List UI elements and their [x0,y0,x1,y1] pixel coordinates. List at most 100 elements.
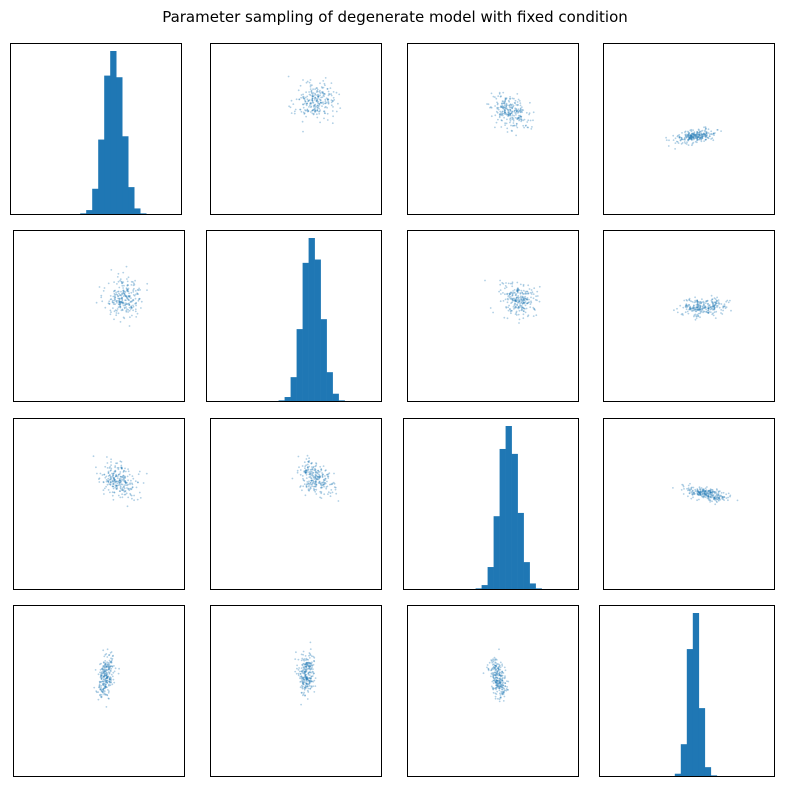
scatter-point [510,309,513,312]
scatter-point [511,110,514,113]
scatter-point [100,690,103,692]
scatter-point [123,487,126,490]
scatter-point [513,97,515,100]
histogram-bar [523,562,530,590]
scatter-point [496,101,498,104]
scatter-point [697,136,700,139]
scatter-point [707,308,710,310]
scatter-point [507,689,509,691]
scatter-point [496,681,499,684]
scatter-point [334,488,337,491]
scatter-point [320,483,322,485]
scatter-point [501,106,504,109]
scatter-point [304,684,307,687]
scatter-point [696,137,698,140]
scatter-point [316,109,319,111]
scatter-point [504,122,506,125]
scatter-point [682,493,685,495]
scatter-point [515,134,517,137]
scatter-point [692,489,694,492]
scatter-point [496,685,499,688]
scatter-point [529,306,532,309]
scatter-point [322,474,324,476]
scatter-point [98,286,101,288]
scatter-point [108,678,111,681]
scatter-point [691,132,694,135]
scatter-point [311,680,313,683]
scatter-point [107,481,110,484]
scatter-point [107,664,109,667]
scatter-point [305,470,308,473]
scatter-point [111,485,114,488]
scatter-point [312,88,314,91]
scatter-point [701,491,704,493]
scatter-point [108,680,110,683]
scatter-point [702,492,704,494]
scatter-point [515,300,518,303]
scatter-point [499,678,501,681]
scatter-point [686,135,689,138]
scatter-point [487,669,490,672]
scatter-point [695,306,698,309]
scatter-point [102,665,105,667]
scatter-point [118,667,120,670]
scatter-point [312,92,315,94]
scatter-point [316,109,319,111]
scatter-point [107,471,110,474]
scatter-point [701,488,704,491]
scatter-point [486,666,488,669]
scatter-point [96,472,98,475]
scatter-point [110,681,112,684]
scatter-point [703,126,705,129]
scatter-point [690,134,692,137]
scatter-point [702,133,705,136]
scatter-point [103,655,106,658]
scatter-point [680,143,683,145]
scatter-point [712,304,714,307]
scatter-point [302,96,304,98]
scatter-point [308,661,311,664]
axes-frame [10,43,182,215]
scatter-point [496,670,499,672]
scatter-point [321,91,324,94]
scatter-point [506,293,508,296]
scatter-point [514,102,517,105]
scatter-point [101,690,104,693]
scatter-point [699,312,702,315]
scatter-point [308,81,311,84]
histogram-bar [314,259,321,402]
scatter-point [704,306,706,309]
scatter-point [319,490,322,493]
scatter-point [314,475,316,478]
scatter-point [304,694,306,697]
scatter-point [320,101,322,104]
scatter-point [513,124,516,127]
scatter-point [314,96,317,99]
scatter-point [494,695,497,698]
scatter-point [311,661,313,664]
scatter-point [518,306,520,309]
scatter-point [102,680,105,683]
scatter-point [108,680,111,683]
scatter-point [696,305,699,307]
scatter-point [119,471,122,473]
scatter-point [507,309,510,312]
scatter-point [324,112,326,115]
scatter-point [712,305,714,308]
scatter-point [310,472,312,475]
scatter-point [694,135,697,138]
scatter-point [324,100,327,103]
scatter-point [115,473,117,476]
scatter-point [696,139,698,142]
scatter-point [304,465,307,468]
scatter-point [314,677,317,679]
scatter-point [123,292,126,295]
scatter-point [536,295,539,297]
scatter-point [526,302,529,305]
scatter-point [513,308,515,310]
scatter-point [501,670,503,673]
scatter-point [321,105,323,107]
scatter-point [325,101,328,104]
scatter-point [312,685,314,688]
scatter-point [311,84,313,87]
